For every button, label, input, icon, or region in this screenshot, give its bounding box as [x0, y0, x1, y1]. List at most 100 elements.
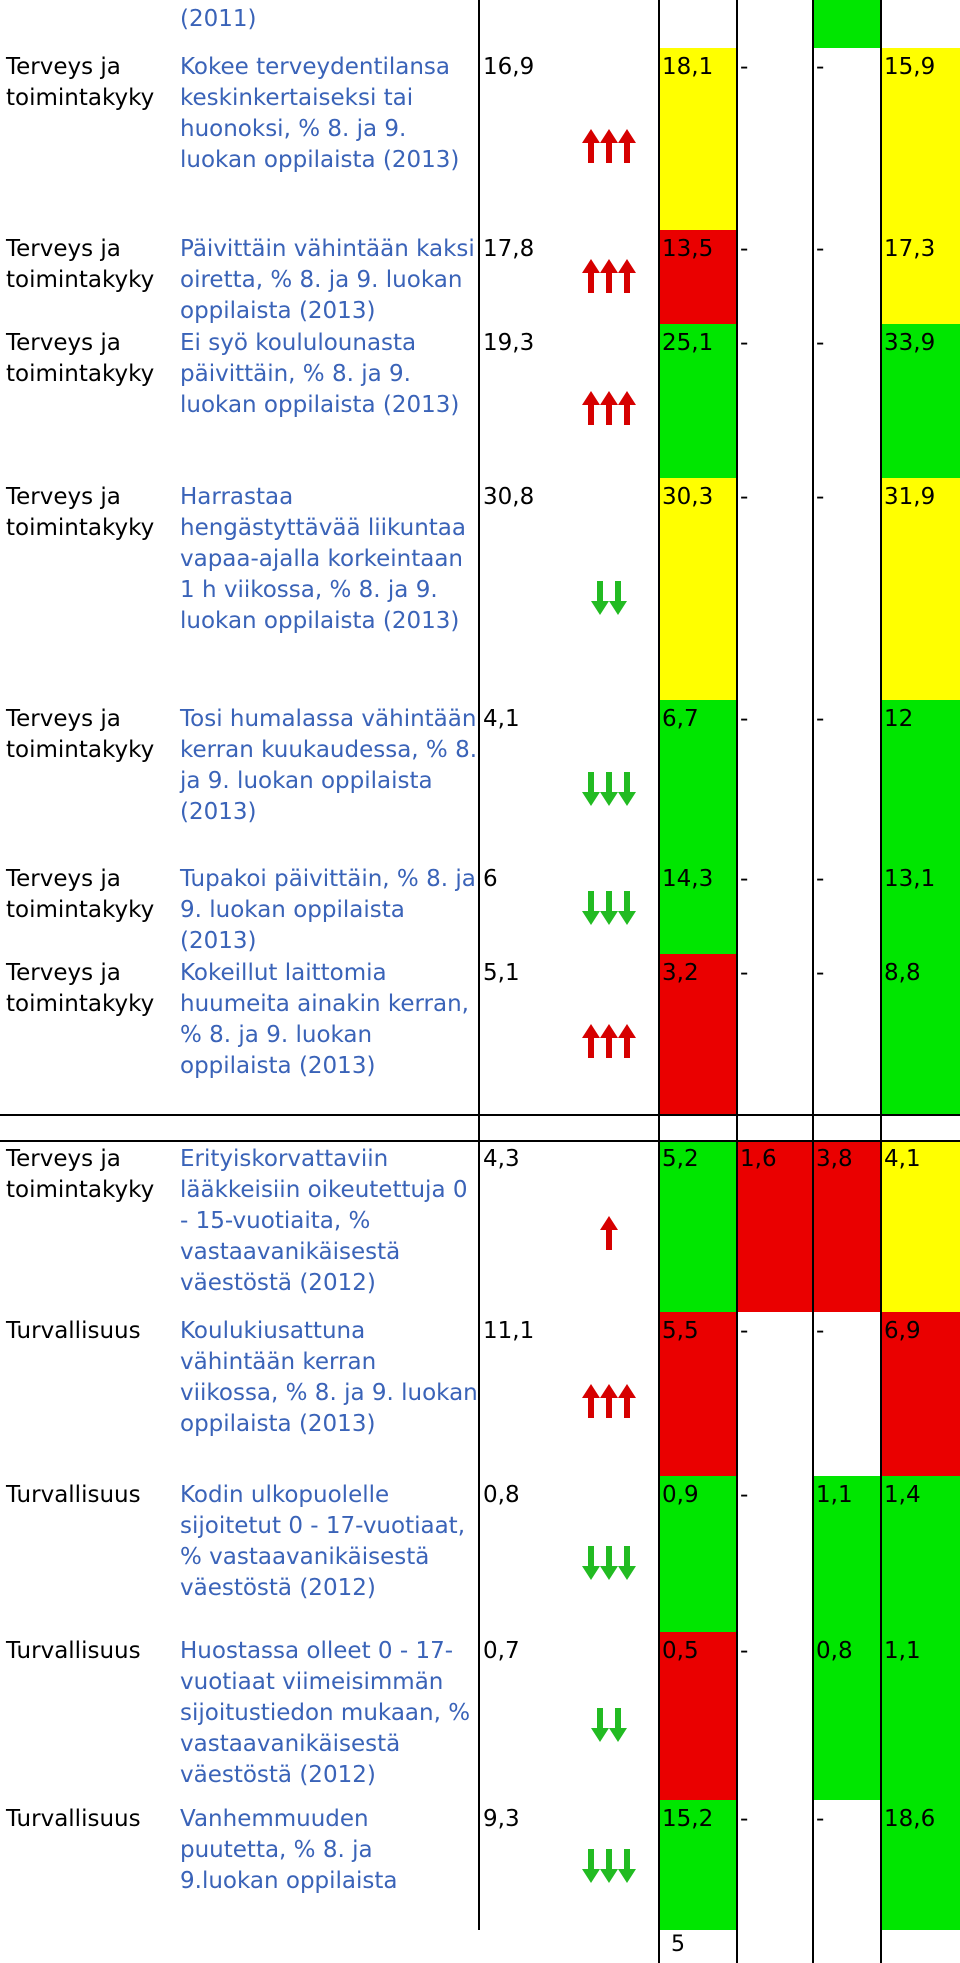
- table-row: Terveys ja toimintakyky Kokeillut laittom…: [0, 954, 960, 1114]
- comparison-value: 33,9: [884, 330, 936, 356]
- trend-down-arrows-icon: [560, 577, 658, 617]
- comparison-value: -: [816, 1318, 825, 1344]
- indicator-value: 17,8: [483, 236, 535, 262]
- color-cell: [880, 860, 960, 954]
- comparison-value: 8,8: [884, 960, 921, 986]
- category-label: Terveys ja toimintakyky: [6, 330, 155, 387]
- color-cell: [658, 478, 736, 700]
- trend-up-arrows-icon: [560, 389, 658, 429]
- color-cell: [812, 1140, 880, 1312]
- category-label: Turvallisuus: [6, 1482, 141, 1508]
- comparison-value: 1,1: [884, 1638, 921, 1664]
- color-cell: [658, 1140, 736, 1312]
- indicator-description[interactable]: Ei syö koululounasta päivittäin, % 8. ja…: [180, 330, 460, 418]
- trend-down-arrows-icon: [560, 1542, 658, 1582]
- table-row: Terveys ja toimintakyky Kokee terveydenti…: [0, 48, 960, 230]
- trend-up-arrows-icon: [560, 127, 658, 167]
- indicator-description[interactable]: Tosi humalassa vähintään kerran kuukaude…: [180, 706, 478, 825]
- category-label: Terveys ja toimintakyky: [6, 866, 155, 923]
- comparison-value: -: [740, 866, 749, 892]
- table-row: Terveys ja toimintakyky Ei syö koululouna…: [0, 324, 960, 478]
- color-cell: [812, 0, 880, 48]
- comparison-value: -: [816, 960, 825, 986]
- indicator-value: 4,3: [483, 1146, 520, 1172]
- indicator-value: 16,9: [483, 54, 535, 80]
- comparison-value: 6,7: [662, 706, 699, 732]
- indicator-description[interactable]: Erityiskorvattaviin lääkkeisiin oikeutet…: [180, 1146, 468, 1296]
- indicator-description[interactable]: Vanhemmuuden puutetta, % 8. ja 9.luokan …: [180, 1806, 398, 1894]
- comparison-value: 13,5: [662, 236, 714, 262]
- category-label: Turvallisuus: [6, 1638, 141, 1664]
- comparison-value: -: [740, 1638, 749, 1664]
- trend-down-arrows-icon: [560, 887, 658, 927]
- indicator-description[interactable]: Kokee terveydentilansa keskinkertaiseksi…: [180, 54, 460, 173]
- comparison-value: 3,8: [816, 1146, 853, 1172]
- comparison-value: -: [816, 706, 825, 732]
- table-row: Terveys ja toimintakyky Tosi humalassa vä…: [0, 700, 960, 860]
- trend-down-arrows-icon: [560, 1845, 658, 1885]
- comparison-value: 0,5: [662, 1638, 699, 1664]
- indicator-value: 4,1: [483, 706, 520, 732]
- color-cell: [658, 1312, 736, 1476]
- color-cell: [880, 48, 960, 230]
- comparison-value: 5,5: [662, 1318, 699, 1344]
- column-divider: [880, 0, 882, 1963]
- comparison-value: -: [816, 866, 825, 892]
- color-cell: [658, 700, 736, 860]
- category-label: Terveys ja toimintakyky: [6, 1146, 155, 1203]
- indicator-description[interactable]: Päivittäin vähintään kaksi oiretta, % 8.…: [180, 236, 475, 324]
- trend-up-arrows-icon: [560, 1022, 658, 1062]
- color-cell: [880, 1800, 960, 1930]
- indicator-value: 9,3: [483, 1806, 520, 1832]
- comparison-value: -: [740, 484, 749, 510]
- table-row: Turvallisuus Koulukiusattuna vähintään ke…: [0, 1312, 960, 1476]
- table-row: Turvallisuus Vanhemmuuden puutetta, % 8. …: [0, 1800, 960, 1930]
- color-cell: [880, 1476, 960, 1632]
- comparison-value: -: [740, 236, 749, 262]
- comparison-value: 18,6: [884, 1806, 936, 1832]
- color-cell: [880, 1632, 960, 1800]
- color-cell: [658, 230, 736, 324]
- row-divider: [0, 1140, 960, 1142]
- indicator-description[interactable]: Harrastaa hengästyttävää liikuntaa vapaa…: [180, 484, 466, 634]
- trend-up-arrows-icon: [560, 1214, 658, 1254]
- table-row: Turvallisuus Huostassa olleet 0 - 17-vuot…: [0, 1632, 960, 1800]
- color-cell: [658, 1476, 736, 1632]
- comparison-value: -: [816, 236, 825, 262]
- indicator-description[interactable]: Kodin ulkopuolelle sijoitetut 0 - 17-vuo…: [180, 1482, 466, 1601]
- column-divider: [736, 0, 738, 1963]
- category-label: Terveys ja toimintakyky: [6, 706, 155, 763]
- color-cell: [880, 700, 960, 860]
- column-divider: [478, 0, 480, 1930]
- color-cell: [880, 478, 960, 700]
- comparison-value: 4,1: [884, 1146, 921, 1172]
- indicator-description[interactable]: Kokeillut laittomia huumeita ainakin ker…: [180, 960, 469, 1079]
- indicator-value: 6: [483, 866, 498, 892]
- trend-up-arrows-icon: [560, 1382, 658, 1422]
- category-label: Turvallisuus: [6, 1318, 141, 1344]
- indicator-description[interactable]: Koulukiusattuna vähintään kerran viikoss…: [180, 1318, 478, 1437]
- comparison-value: 13,1: [884, 866, 936, 892]
- color-cell: [658, 48, 736, 230]
- comparison-value: -: [740, 1482, 749, 1508]
- indicator-description[interactable]: Huostassa olleet 0 - 17-vuotiaat viimeis…: [180, 1638, 471, 1788]
- color-cell: [658, 1800, 736, 1930]
- table-row: Turvallisuus Kodin ulkopuolelle sijoitetu…: [0, 1476, 960, 1632]
- indicator-value: 5,1: [483, 960, 520, 986]
- comparison-value: 15,9: [884, 54, 936, 80]
- color-cell: [658, 1632, 736, 1800]
- comparison-value: 1,1: [816, 1482, 853, 1508]
- indicator-description[interactable]: Tupakoi päivittäin, % 8. ja 9. luokan op…: [180, 866, 476, 954]
- color-cell: [658, 954, 736, 1114]
- indicator-value: 30,8: [483, 484, 535, 510]
- category-label: Terveys ja toimintakyky: [6, 960, 155, 1017]
- comparison-value: -: [740, 330, 749, 356]
- comparison-value: 30,3: [662, 484, 714, 510]
- color-cell: [880, 230, 960, 324]
- table-row: Terveys ja toimintakyky Harrastaa hengäst…: [0, 478, 960, 700]
- table-row-fragment: (2011): [0, 0, 960, 48]
- indicator-value: 0,8: [483, 1482, 520, 1508]
- color-cell: [658, 860, 736, 954]
- comparison-value: 1,6: [740, 1146, 777, 1172]
